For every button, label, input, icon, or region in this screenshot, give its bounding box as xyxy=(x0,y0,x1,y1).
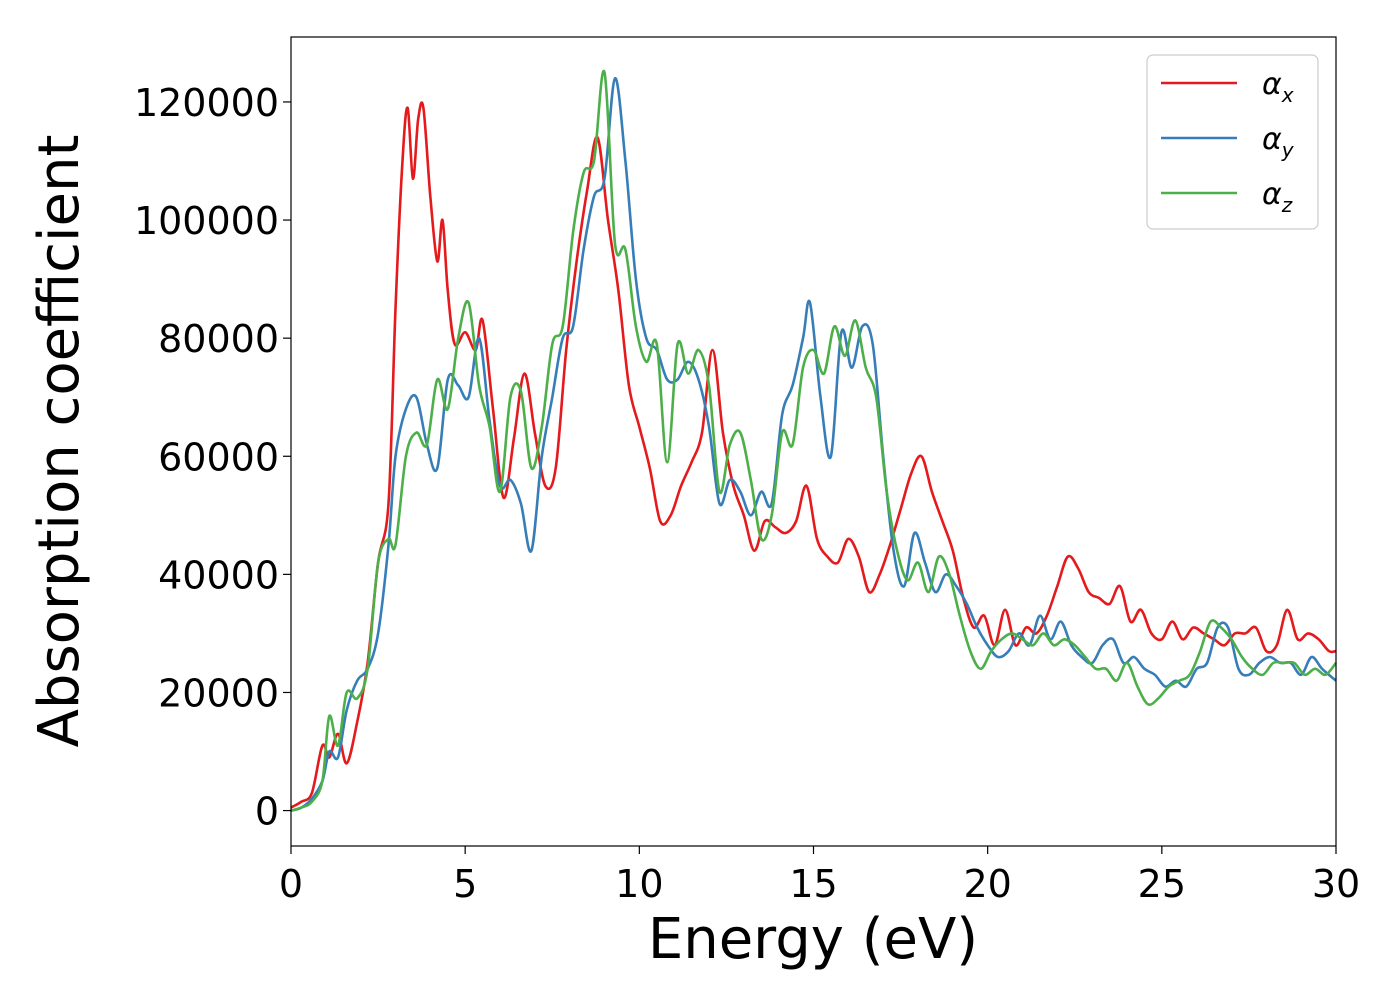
x-tick-label: 20 xyxy=(963,862,1011,906)
x-tick-label: 10 xyxy=(615,862,663,906)
y-tick-label: 40000 xyxy=(158,553,279,597)
legend-label-y: αy xyxy=(1262,122,1295,162)
x-tick-label: 15 xyxy=(789,862,837,906)
y-tick-label: 80000 xyxy=(158,317,279,361)
series-line-y xyxy=(290,76,1337,812)
y-tick-label: 120000 xyxy=(134,81,279,125)
legend-box xyxy=(1146,54,1319,230)
x-tick-label: 30 xyxy=(1312,862,1360,906)
x-tick-label: 25 xyxy=(1138,862,1186,906)
series-layer xyxy=(290,69,1338,812)
x-axis-ticks: 0 5 10 15 20 25 30 xyxy=(279,846,1360,906)
y-tick-label: 60000 xyxy=(158,435,279,479)
x-tick-label: 5 xyxy=(453,862,477,906)
y-tick-label: 20000 xyxy=(158,671,279,715)
legend: αx αy αz xyxy=(1146,54,1319,230)
legend-label-z: αz xyxy=(1262,177,1293,217)
series-line-x xyxy=(290,101,1337,809)
y-axis-ticks: 0 20000 40000 60000 80000 100000 120000 xyxy=(134,81,291,834)
legend-label-x: αx xyxy=(1262,67,1294,107)
x-tick-label: 0 xyxy=(279,862,303,906)
legend-entries: αx αy αz xyxy=(1161,67,1295,217)
y-tick-label: 0 xyxy=(255,790,279,834)
y-axis-title: Absorption coefficient xyxy=(27,135,92,748)
series-line-z xyxy=(290,69,1338,812)
y-tick-label: 100000 xyxy=(134,199,279,243)
x-axis-title: Energy (eV) xyxy=(648,907,978,972)
